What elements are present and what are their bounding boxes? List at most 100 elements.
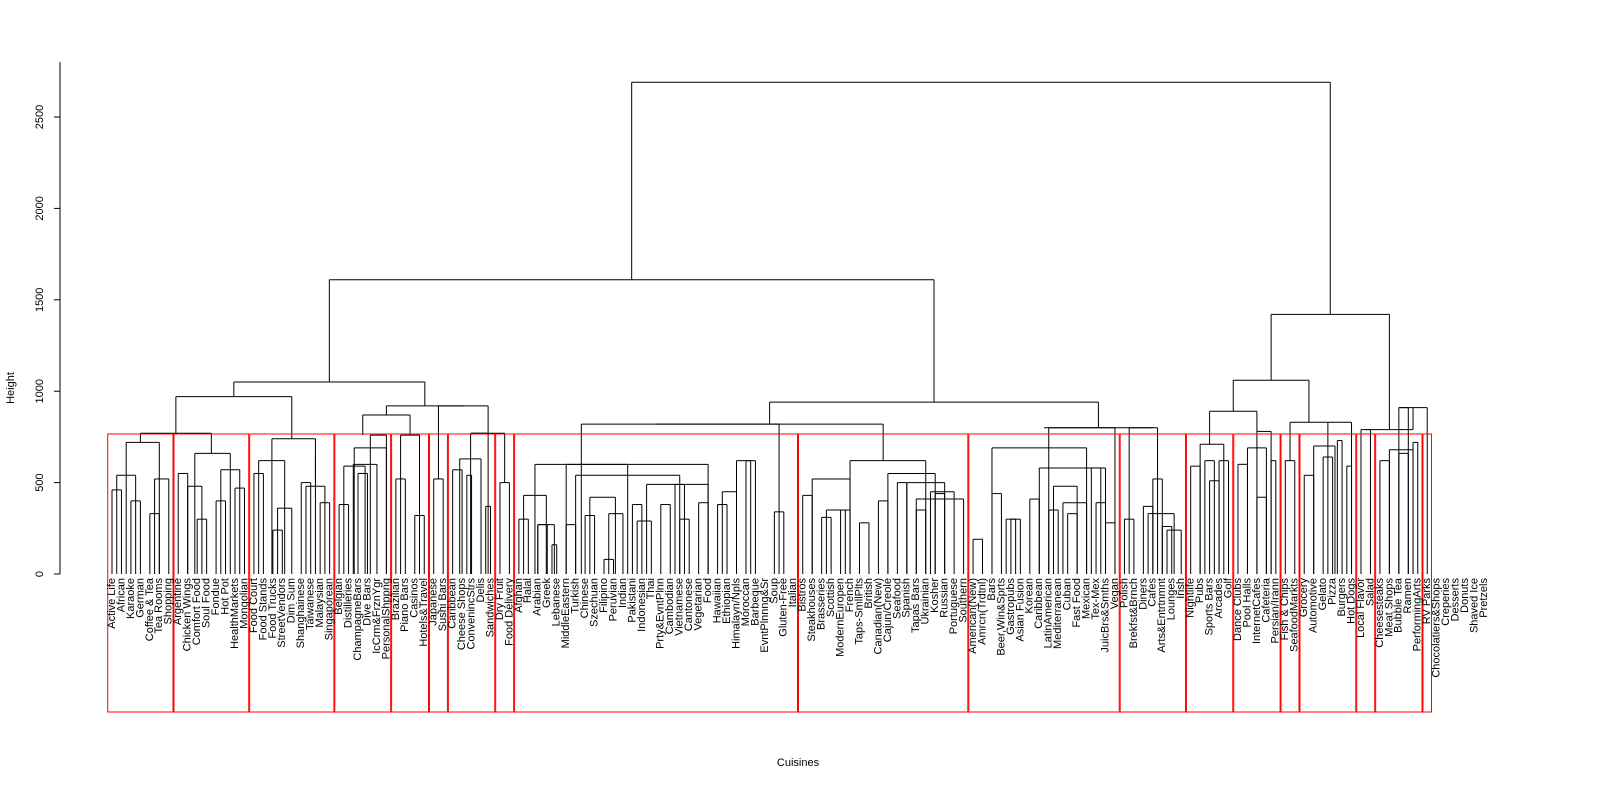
leaf-label: Fast Food — [1071, 578, 1083, 628]
leaf-label: Greek — [541, 578, 553, 608]
leaf-label: Kosher — [929, 578, 941, 613]
leaf-label: EvntPlnnng&Sr — [759, 578, 771, 653]
y-tick-label: 1500 — [34, 288, 46, 312]
leaf-label: Piano Bars — [399, 578, 411, 632]
leaf-label: Lounges — [1166, 578, 1178, 621]
leaf-label: Russian — [939, 578, 951, 618]
leaf-label: Cheesesteaks — [1374, 578, 1386, 648]
leaf-label: Pakistani — [626, 578, 638, 623]
leaf-label: Dance Clubs — [1232, 578, 1244, 641]
leaf-label: Dive Bars — [361, 578, 373, 626]
leaf-label: American(New) — [967, 578, 979, 654]
leaf-label: Cafeteria — [1260, 577, 1272, 623]
leaf-label: Golf — [1222, 577, 1234, 598]
leaf-label: Gluten-Free — [778, 578, 790, 637]
leaf-label: Halal — [522, 578, 534, 603]
leaf-label: Pubs — [1194, 578, 1206, 604]
leaf-label: Seafood — [891, 578, 903, 619]
cluster-boxes — [107, 433, 1432, 713]
y-tick-label: 2500 — [34, 105, 46, 129]
leaf-label: Vegan — [1109, 578, 1121, 609]
leaf-label: Hotels&Travel — [418, 578, 430, 647]
leaf-label: British — [863, 578, 875, 609]
cluster-box — [1280, 433, 1300, 713]
x-axis-title: Cuisines — [777, 757, 820, 769]
leaf-label: Creperies — [1440, 578, 1452, 626]
leaf-label: Food — [702, 578, 714, 603]
cluster-box — [1299, 433, 1357, 713]
leaf-label: Soul Food — [201, 578, 213, 628]
leaf-label: Casinos — [409, 578, 421, 618]
leaf-label: Pretzels — [1478, 578, 1490, 618]
leaf-label: Cambodian — [664, 578, 676, 634]
y-tick-label: 1000 — [34, 379, 46, 403]
leaf-label: Diners — [1137, 578, 1149, 610]
leaf-label: Fish & Chips — [1279, 578, 1291, 641]
leaf-label: Ethiopian — [721, 578, 733, 624]
leaf-label: Turkish — [570, 578, 582, 614]
leaf-label: Fondue — [210, 578, 222, 615]
leaf-label: Malaysian — [314, 578, 326, 628]
y-axis: 0 500 1000 1500 2000 2500 — [34, 62, 61, 577]
leaf-label: Arabian — [532, 578, 544, 616]
leaf-label: Indian — [617, 578, 629, 608]
leaf-label: Grocery — [1298, 578, 1310, 618]
leaf-label: Japanese — [428, 578, 440, 626]
leaf-label: Burgers — [1336, 578, 1348, 617]
leaf-label: MiddleEastern — [560, 578, 572, 648]
leaf-label: Beer,Win&Sprts — [995, 578, 1007, 656]
leaf-label: Ukrainian — [920, 578, 932, 624]
leaf-label: InternetCafes — [1251, 578, 1263, 645]
leaf-label: Cantonese — [683, 578, 695, 631]
leaf-label: Shopping — [163, 578, 175, 625]
leaf-label: Brazilian — [390, 578, 402, 620]
leaf-label: Belgian — [333, 578, 345, 615]
leaf-label: Persian/Irann — [1270, 578, 1282, 643]
leaf-label: Food Stands — [257, 578, 269, 641]
leaf-label: Brekfst&Brnch — [1128, 578, 1140, 648]
cluster-box — [1119, 433, 1186, 713]
leaf-label: Comfort Food — [191, 578, 203, 645]
cluster-box — [968, 433, 1120, 713]
leaf-label: Canadian(New) — [872, 578, 884, 654]
leaf-label: African — [115, 578, 127, 612]
leaf-label: RV Parks — [1421, 578, 1433, 625]
leaf-label: Local Flavor — [1355, 578, 1367, 638]
leaf-label: Taps-SmllPlts — [853, 578, 865, 645]
cluster-box — [1422, 433, 1432, 713]
y-axis-title: Height — [5, 372, 17, 404]
leaf-label: Vegetarian — [693, 578, 705, 631]
cluster-box — [107, 433, 174, 713]
leaf-label: Asian Fusion — [1014, 578, 1026, 642]
leaf-label: Portuguese — [948, 578, 960, 634]
leaf-label: Soup — [768, 578, 780, 604]
leaf-label: Dim Sum — [286, 578, 298, 623]
leaf-label: Argentine — [172, 578, 184, 625]
y-tick-label: 2000 — [34, 196, 46, 220]
leaf-label: PerformingArts — [1412, 578, 1424, 652]
cluster-box — [1356, 433, 1376, 713]
leaf-label: Tex-Mex — [1090, 578, 1102, 620]
cluster-box — [1375, 433, 1423, 713]
y-tick-label: 500 — [34, 473, 46, 491]
cluster-box — [428, 433, 448, 713]
leaf-label: Thai — [645, 578, 657, 599]
leaf-label: Tapas Bars — [910, 578, 922, 634]
cluster-box — [391, 433, 430, 713]
cluster-box — [1185, 433, 1234, 713]
leaf-label: Hot Pot — [219, 578, 231, 615]
leaf-label: Food Trucks — [267, 578, 279, 639]
leaf-label: Steakhouses — [806, 578, 818, 642]
leaf-label: Arts&Entrtnmnt — [1156, 578, 1168, 653]
leaf-label: HealthMarkets — [229, 578, 241, 649]
leaf-label: Distilleries — [342, 578, 354, 629]
leaf-label: Sandwiches — [484, 578, 496, 638]
leaf-label: Cheese Shops — [456, 578, 468, 651]
leaf-label: LatinAmerican — [1043, 578, 1055, 648]
leaf-label: Polish — [1118, 578, 1130, 608]
leaf-label: ModernEuropen — [834, 578, 846, 657]
leaf-label: Food Delivery — [503, 578, 515, 646]
leaf-label: Barbeque — [749, 578, 761, 626]
